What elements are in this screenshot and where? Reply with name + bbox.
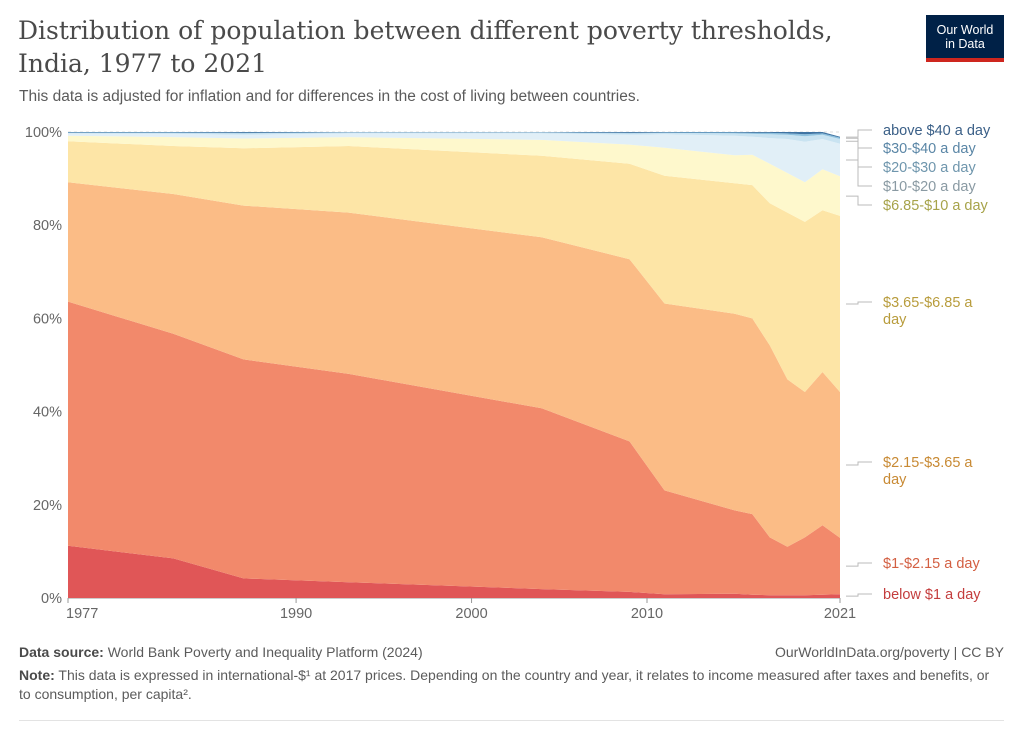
source-label: Data source: [19, 644, 104, 660]
legend-label: $1-$2.15 a day [883, 556, 980, 572]
x-tick-label: 1977 [66, 606, 98, 622]
area--30-40-a-day[interactable] [68, 132, 840, 139]
legend-label: day [883, 312, 907, 328]
legend-item[interactable]: $6.85-$10 a day [846, 195, 989, 214]
legend-label: $6.85-$10 a day [883, 198, 989, 214]
footer-divider [19, 720, 1004, 721]
legend-leader-line [846, 129, 872, 138]
credit-link[interactable]: OurWorldInData.org/poverty | CC BY [774, 644, 1004, 660]
legend-leader-line [846, 159, 872, 187]
y-axis-ticks: 0% 20% 40% 60% 80% 100% [25, 125, 62, 607]
legend-label: $30-$40 a day [883, 141, 976, 157]
x-tick-label: 1990 [280, 606, 312, 622]
x-tick-label: 2010 [631, 606, 663, 622]
y-tick-label: 100% [25, 125, 62, 141]
legend-label: $10-$20 a day [883, 179, 976, 195]
y-tick-label: 60% [33, 311, 62, 327]
x-axis-ticks: 1977 1990 2000 2010 2021 [66, 598, 856, 622]
legend-item[interactable]: $30-$40 a day [846, 137, 976, 157]
area-above-40-a-day[interactable] [68, 132, 840, 138]
y-tick-label: 20% [33, 498, 62, 514]
legend-leader-line [846, 593, 872, 597]
legend-leader-line [846, 461, 872, 466]
legend-item[interactable]: $10-$20 a day [846, 159, 976, 195]
legend-label: $20-$30 a day [883, 160, 976, 176]
area--2-15-3-65-a-day[interactable] [68, 182, 840, 547]
area--6-85-10-a-day[interactable] [68, 135, 840, 222]
stacked-area-chart: 0%20%40%60%80%100% 1977 1990 2000 2010 2021 … [25, 123, 991, 622]
y-tick-label: 40% [33, 405, 62, 421]
series-areas [68, 132, 840, 598]
x-tick-label: 2021 [824, 606, 856, 622]
source-text: World Bank Poverty and Inequality Platfo… [107, 644, 423, 660]
area--3-65-6-85-a-day[interactable] [68, 141, 840, 392]
y-tick-label: 80% [33, 218, 62, 234]
note-text: This data is expressed in international-… [19, 667, 990, 702]
y-tick-label: 0% [41, 591, 62, 607]
legend-label: below $1 a day [883, 587, 981, 603]
logo-line-1: Our World [936, 23, 994, 37]
chart-subtitle: This data is adjusted for inflation and … [19, 88, 640, 105]
legend-item[interactable]: above $40 a day [846, 123, 991, 139]
area-below-1-a-day[interactable] [68, 545, 840, 598]
area--20-30-a-day[interactable] [68, 132, 840, 144]
legend-label: $2.15-$3.65 a [883, 455, 973, 471]
chart-note: Note: This data is expressed in internat… [19, 666, 999, 704]
note-label: Note: [19, 667, 55, 683]
legend-leader-line [846, 562, 872, 567]
legend-leader-line [846, 140, 872, 168]
legend-label: $3.65-$6.85 a [883, 295, 973, 311]
legend-leader-line [846, 195, 872, 206]
owid-logo[interactable]: Our World in Data [926, 15, 1004, 62]
legend-leader-line [846, 301, 872, 305]
legend-leader-line [846, 137, 872, 149]
logo-line-2: in Data [945, 37, 985, 51]
area--1-2-15-a-day[interactable] [68, 301, 840, 596]
series-legend: below $1 a day $1-$2.15 a day $2.15-$3.65 … [846, 123, 991, 603]
legend-item[interactable]: $20-$30 a day [846, 140, 976, 176]
area--10-20-a-day[interactable] [68, 133, 840, 183]
data-source: Data source: World Bank Poverty and Ineq… [19, 644, 423, 660]
legend-label: above $40 a day [883, 123, 991, 139]
x-tick-label: 2000 [455, 606, 487, 622]
legend-label: day [883, 472, 907, 488]
chart-title: Distribution of population between diffe… [18, 16, 833, 78]
legend-item[interactable]: $1-$2.15 a day [846, 556, 980, 572]
legend-item[interactable]: below $1 a day [846, 587, 981, 603]
